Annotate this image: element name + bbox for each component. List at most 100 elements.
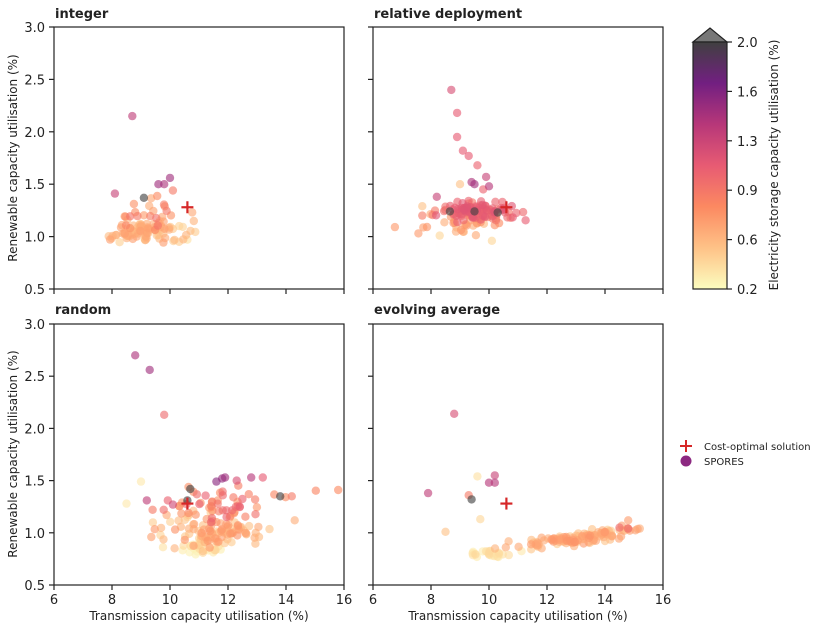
spores-point bbox=[441, 527, 450, 536]
spores-point bbox=[570, 537, 579, 547]
x-tick-label: 10 bbox=[481, 593, 498, 608]
spores-point bbox=[143, 224, 153, 233]
spores-point bbox=[615, 523, 624, 532]
spores-point bbox=[447, 85, 456, 95]
spores-point bbox=[414, 229, 423, 238]
x-tick-label: 6 bbox=[50, 593, 58, 608]
spores-point bbox=[514, 542, 523, 551]
spores-point bbox=[504, 550, 513, 560]
spores-point bbox=[180, 535, 189, 545]
spores-point bbox=[491, 197, 500, 206]
spores-point bbox=[484, 478, 494, 487]
spores-point bbox=[501, 543, 510, 552]
axes: 0.5 1.0 1.5 2.0 2.5 3.0 6 8 10 12 14 16 0.5 1.0 1.5 2.0… bbox=[24, 21, 671, 608]
spores-point bbox=[440, 218, 449, 227]
spores-point bbox=[122, 499, 131, 508]
spores-point bbox=[470, 180, 479, 189]
spores-point bbox=[213, 499, 222, 508]
x-tick-label: 14 bbox=[278, 593, 295, 608]
spores-point bbox=[485, 550, 494, 559]
colorbar-label: Electricity storage capacity utilisation… bbox=[767, 40, 781, 291]
x-tick-label: 6 bbox=[369, 593, 377, 608]
spores-point bbox=[422, 222, 432, 232]
spores-point bbox=[452, 108, 462, 118]
spores-point bbox=[247, 473, 256, 482]
spores-point bbox=[170, 235, 179, 245]
spores-point bbox=[458, 146, 468, 155]
colorbar: 0.2 0.6 0.9 1.3 1.6 2.0 bbox=[691, 27, 758, 298]
spores-point bbox=[518, 207, 528, 217]
y-tick-label: 2.0 bbox=[24, 422, 45, 437]
y-tick-label: 1.5 bbox=[24, 178, 45, 193]
spores-point bbox=[481, 212, 490, 221]
y-axis-label-top: Renewable capacity utilisation (%) bbox=[6, 54, 20, 261]
spores-point bbox=[453, 217, 462, 227]
y-tick-label: 1.5 bbox=[24, 475, 45, 490]
cost-optimal-marker bbox=[500, 497, 513, 510]
x-axis-label-left: Transmission capacity utilisation (%) bbox=[88, 609, 308, 623]
spores-point bbox=[222, 506, 231, 515]
spores-point bbox=[471, 550, 480, 559]
spores-point bbox=[490, 544, 500, 553]
spores-point bbox=[152, 213, 161, 223]
spores-point bbox=[133, 211, 142, 221]
y-tick-label: 3.0 bbox=[24, 21, 45, 36]
y-tick-label: 1.0 bbox=[24, 527, 45, 542]
spores-point bbox=[470, 207, 479, 216]
spores-point bbox=[142, 496, 151, 505]
y-tick-label: 0.5 bbox=[24, 283, 45, 298]
spores-point bbox=[160, 410, 169, 419]
x-tick-label: 14 bbox=[597, 593, 614, 608]
colorbar-tick-label: 1.3 bbox=[737, 135, 758, 150]
y-tick-label: 2.5 bbox=[24, 370, 45, 385]
spores-point bbox=[265, 524, 274, 534]
y-tick-label: 2.5 bbox=[24, 73, 45, 88]
spores-point bbox=[150, 525, 159, 534]
spores-point bbox=[159, 238, 168, 247]
spores-point bbox=[423, 488, 433, 498]
spores-point bbox=[111, 230, 121, 240]
spores-point bbox=[471, 231, 481, 240]
spores-point bbox=[128, 234, 137, 244]
spores-point bbox=[250, 495, 260, 504]
spores-point bbox=[276, 492, 285, 501]
colorbar-extend-arrow bbox=[691, 27, 729, 43]
spores-point bbox=[175, 501, 184, 511]
spores-point bbox=[478, 200, 487, 210]
spores-point bbox=[168, 500, 178, 509]
panel-integer bbox=[104, 111, 200, 247]
spores-point bbox=[228, 506, 237, 515]
spores-point bbox=[184, 508, 193, 518]
spores-point bbox=[168, 186, 178, 195]
spores-point bbox=[229, 493, 238, 502]
colorbar-tick-label: 0.6 bbox=[737, 234, 758, 249]
panel-evolving-average bbox=[423, 409, 644, 562]
x-tick-label: 12 bbox=[539, 593, 556, 608]
spores-point bbox=[205, 543, 214, 552]
spores-point bbox=[136, 477, 146, 486]
spores-point bbox=[159, 505, 168, 514]
legend: Cost-optimal solution SPORES bbox=[680, 440, 811, 468]
spores-point bbox=[418, 211, 427, 220]
spores-point bbox=[450, 409, 459, 418]
panel-title-evolving-average: evolving average bbox=[374, 303, 500, 318]
spores-point bbox=[198, 547, 207, 556]
spores-point bbox=[105, 235, 115, 244]
x-tick-label: 10 bbox=[162, 593, 179, 608]
spores-point bbox=[473, 161, 482, 170]
spores-point bbox=[192, 490, 202, 499]
spores-point bbox=[624, 516, 633, 525]
spores-point bbox=[145, 365, 154, 375]
spores-point bbox=[197, 528, 206, 538]
x-axis-label-right: Transmission capacity utilisation (%) bbox=[407, 609, 627, 623]
y-tick-label: 2.0 bbox=[24, 126, 45, 141]
spores-point bbox=[131, 351, 140, 360]
panel-relative-deployment bbox=[390, 85, 530, 245]
panel-frame bbox=[372, 323, 664, 586]
spores-point bbox=[432, 192, 441, 201]
spores-point bbox=[115, 238, 124, 247]
x-tick-label: 8 bbox=[427, 593, 435, 608]
spores-point bbox=[186, 484, 195, 494]
spores-point bbox=[226, 529, 235, 538]
spores-point bbox=[473, 472, 482, 481]
